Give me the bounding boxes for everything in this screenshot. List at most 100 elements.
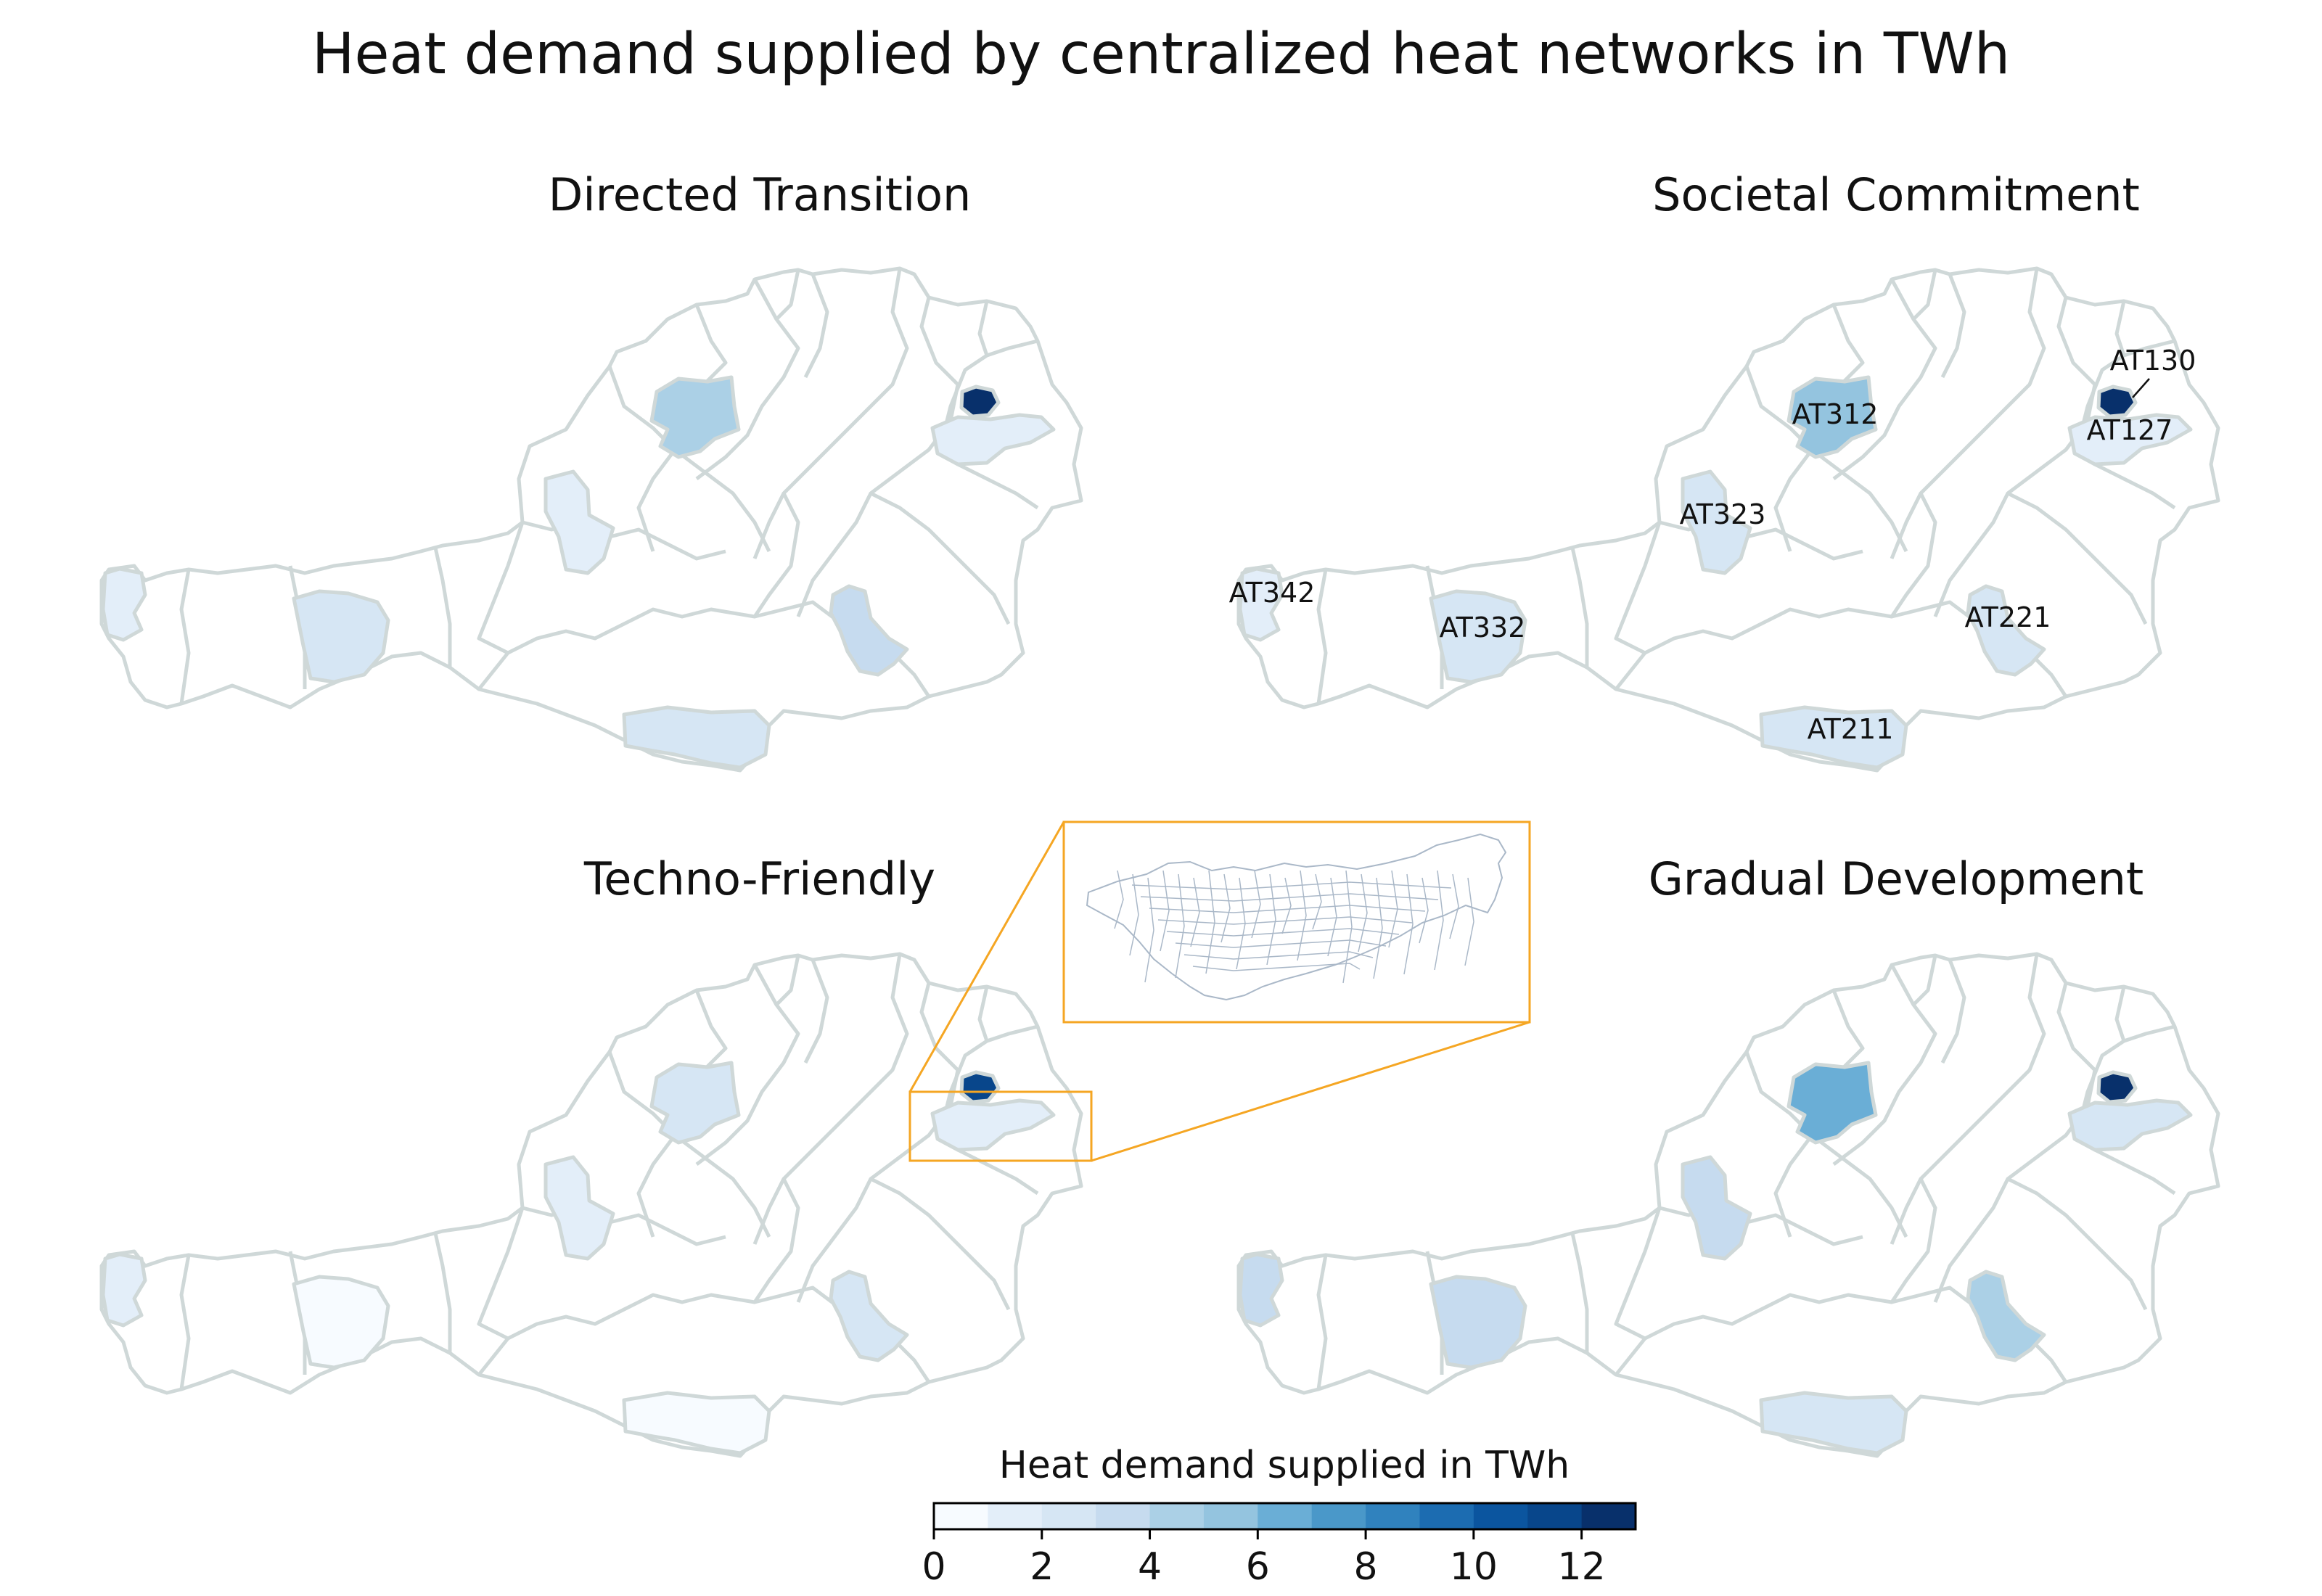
region-border bbox=[796, 297, 960, 617]
map-techno bbox=[99, 952, 1083, 1458]
region-label-AT332: AT332 bbox=[1440, 612, 1526, 643]
inset-municipality-border bbox=[1266, 873, 1276, 966]
colorbar-frame bbox=[932, 1502, 1637, 1531]
map-gradual bbox=[1236, 952, 2220, 1458]
inset-municipality-border bbox=[1192, 963, 1361, 971]
inset-municipality-border bbox=[1190, 877, 1200, 947]
region-border bbox=[1890, 1177, 1937, 1304]
colorbar-bin bbox=[1311, 1503, 1366, 1529]
region-border bbox=[477, 1286, 871, 1376]
region-AT323 bbox=[1681, 469, 1752, 575]
colorbar-tick-label: 4 bbox=[1137, 1545, 1162, 1589]
region-AT130 bbox=[959, 384, 1001, 419]
map-directed bbox=[99, 266, 1083, 773]
inset-municipality-border bbox=[1358, 873, 1368, 953]
colorbar-tick-label: 2 bbox=[1030, 1545, 1054, 1589]
region-border bbox=[1832, 278, 1937, 480]
inset-municipality-border bbox=[1166, 928, 1400, 937]
inset-municipality-border bbox=[1403, 873, 1414, 975]
panel-title-societal: Societal Commitment bbox=[1652, 168, 2140, 221]
region-border bbox=[752, 953, 909, 1245]
inset-zoom bbox=[908, 820, 1531, 1162]
region-border bbox=[803, 959, 829, 1064]
region-border bbox=[673, 448, 771, 553]
region-border bbox=[775, 955, 800, 1006]
region-border bbox=[1570, 1233, 1589, 1353]
region-AT323 bbox=[1681, 1155, 1752, 1261]
region-AT332 bbox=[1429, 589, 1527, 684]
region-border bbox=[695, 278, 800, 480]
inset-municipality-border bbox=[1175, 873, 1185, 979]
region-border bbox=[775, 269, 800, 321]
region-AT127 bbox=[2067, 413, 2193, 466]
inset-municipality-border bbox=[1129, 873, 1139, 956]
colorbar-bin bbox=[1041, 1503, 1096, 1529]
region-AT211 bbox=[622, 1391, 771, 1455]
region-border bbox=[1614, 522, 1662, 655]
colorbar-bin bbox=[1581, 1503, 1636, 1529]
colorbar-title: Heat demand supplied in TWh bbox=[998, 1444, 1570, 1487]
region-border bbox=[1810, 448, 1908, 553]
region-border bbox=[1933, 982, 2097, 1303]
region-AT332 bbox=[292, 589, 390, 684]
region-AT127 bbox=[930, 413, 1056, 466]
region-label-AT323: AT323 bbox=[1680, 498, 1766, 530]
region-AT342 bbox=[1238, 1252, 1284, 1328]
region-border bbox=[1614, 1207, 1662, 1341]
region-border bbox=[1810, 1134, 1908, 1238]
inset-municipality-border bbox=[1114, 870, 1124, 929]
region-AT130 bbox=[2096, 384, 2138, 419]
inset-connector bbox=[908, 821, 1065, 1093]
region-border bbox=[1570, 547, 1589, 667]
region-AT130 bbox=[2096, 1070, 2138, 1104]
region-AT332 bbox=[292, 1275, 390, 1370]
inset-municipality-border bbox=[1160, 870, 1170, 952]
region-AT211 bbox=[622, 705, 771, 770]
region-AT221 bbox=[1966, 584, 2046, 677]
region-AT221 bbox=[829, 584, 909, 677]
region-border bbox=[977, 300, 989, 356]
inset-municipality-border bbox=[1281, 877, 1292, 934]
region-border bbox=[752, 492, 800, 618]
region-border bbox=[433, 1233, 452, 1353]
inset-municipality-border bbox=[1175, 939, 1387, 948]
region-AT332 bbox=[1429, 1275, 1527, 1370]
region-AT127 bbox=[930, 1098, 1056, 1152]
region-border bbox=[1890, 268, 2046, 559]
region-border bbox=[752, 268, 909, 559]
region-border bbox=[2114, 300, 2126, 356]
region-AT323 bbox=[543, 1155, 615, 1261]
region-AT323 bbox=[543, 469, 615, 575]
region-border bbox=[1912, 955, 1937, 1006]
region-AT312 bbox=[1786, 1061, 1878, 1145]
region-AT312 bbox=[649, 375, 741, 459]
panel-title-directed: Directed Transition bbox=[548, 168, 972, 221]
colorbar-bin bbox=[1366, 1503, 1420, 1529]
region-AT312 bbox=[1786, 375, 1878, 459]
region-border bbox=[2078, 1024, 2175, 1122]
region-border bbox=[1890, 953, 2046, 1245]
map-societal: AT130 AT127 AT312 AT323 AT342 AT332 AT221 AT211 bbox=[1229, 266, 2220, 773]
region-border bbox=[673, 1134, 771, 1238]
region-AT342 bbox=[101, 567, 147, 642]
colorbar-tick-label: 10 bbox=[1449, 1545, 1498, 1589]
region-border bbox=[1832, 963, 1937, 1166]
inset-box bbox=[1062, 820, 1531, 1024]
region-label-AT221: AT221 bbox=[1965, 601, 2051, 633]
colorbar-tick-label: 0 bbox=[922, 1545, 946, 1589]
inset-municipality-border bbox=[1327, 877, 1337, 957]
panel-title-techno: Techno-Friendly bbox=[583, 852, 936, 905]
colorbar-tick-label: 6 bbox=[1245, 1545, 1270, 1589]
region-AT130 bbox=[959, 1070, 1001, 1104]
region-AT342 bbox=[1238, 567, 1284, 642]
region-AT342 bbox=[101, 1252, 147, 1328]
colorbar-bin bbox=[934, 1503, 988, 1529]
label-leader bbox=[2132, 378, 2150, 398]
region-border bbox=[695, 963, 800, 1166]
inset-municipality-border bbox=[1312, 873, 1322, 930]
region-label-AT312: AT312 bbox=[1792, 398, 1879, 430]
region-border bbox=[803, 273, 829, 379]
colorbar-bin bbox=[1419, 1503, 1474, 1529]
panel-title-gradual: Gradual Development bbox=[1648, 852, 2144, 905]
